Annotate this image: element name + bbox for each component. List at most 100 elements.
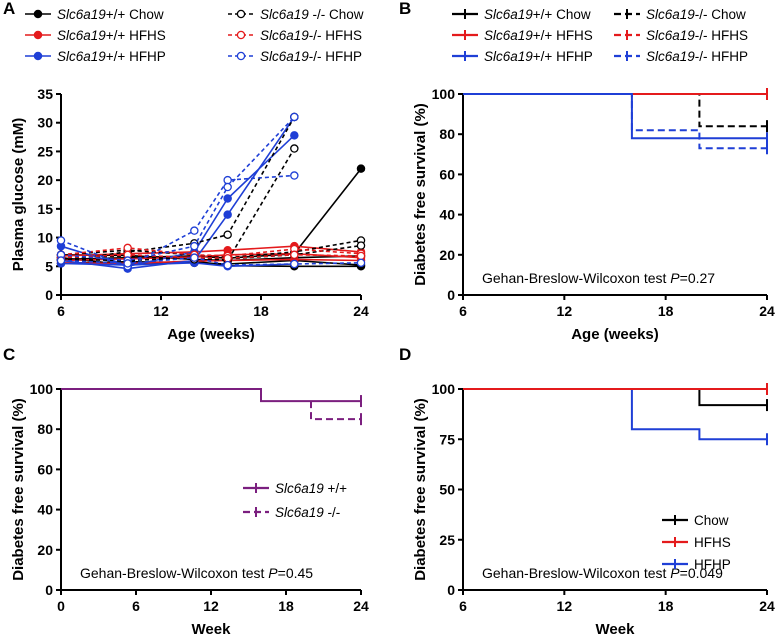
legend-label: HFHS — [694, 535, 731, 550]
y-tick-label: 5 — [45, 258, 53, 274]
panel-letter: A — [3, 0, 15, 18]
data-point — [190, 253, 199, 262]
series-line — [60, 116, 295, 270]
x-tick-label: 18 — [658, 598, 674, 614]
y-tick-label: 25 — [37, 143, 53, 159]
legend-italic-part: Slc6a19 — [646, 49, 695, 64]
x-tick-label: 18 — [278, 598, 294, 614]
y-tick-label: 100 — [30, 381, 54, 397]
legend-text-part: +/+ HFHP — [533, 49, 593, 64]
y-tick-label: 20 — [37, 542, 53, 558]
series-line — [310, 401, 361, 421]
legend-text-part: +/+ Chow — [533, 7, 591, 22]
series-line — [60, 244, 362, 261]
y-tick-label: 0 — [45, 582, 53, 598]
data-point — [223, 182, 232, 192]
legend-swatch-marker — [33, 51, 43, 61]
legend-text-part: -/- HFHP — [695, 49, 748, 64]
annotation-p-label: P — [268, 565, 278, 581]
annotation-p-value: =0.049 — [680, 565, 723, 581]
legend-label: Slc6a19 -/- — [275, 505, 340, 520]
y-tick-label: 20 — [37, 172, 53, 188]
legend-label: Slc6a19-/- HFHP — [260, 49, 362, 64]
y-tick-label: 40 — [439, 207, 455, 223]
legend-text-part: HFHP — [694, 557, 731, 572]
y-tick-label: 0 — [45, 287, 53, 303]
x-tick-label: 0 — [57, 598, 65, 614]
x-tick-label: 6 — [459, 598, 467, 614]
series-line — [60, 254, 362, 262]
y-tick-label: 30 — [37, 115, 53, 131]
y-tick-label: 50 — [439, 482, 455, 498]
data-point — [290, 259, 299, 269]
series-line — [60, 256, 362, 266]
stat-test-annotation: Gehan-Breslow-Wilcoxon test P=0.049 — [482, 565, 723, 581]
data-point — [223, 230, 232, 239]
legend-text-part: +/+ Chow — [106, 7, 164, 22]
annotation-text: Gehan-Breslow-Wilcoxon test — [80, 565, 268, 581]
x-tick-label: 24 — [353, 303, 369, 319]
series-line — [463, 388, 767, 407]
x-tick-label: 24 — [759, 303, 775, 319]
y-tick-label: 0 — [447, 287, 455, 303]
legend-text-part: -/- HFHS — [309, 28, 362, 43]
legend-italic-part: Slc6a19 — [484, 7, 533, 22]
legend-text-part: -/- Chow — [695, 7, 746, 22]
y-tick-label: 60 — [439, 166, 455, 182]
y-tick-label: 75 — [439, 431, 455, 447]
data-point — [223, 210, 232, 219]
data-point — [223, 194, 232, 203]
data-point — [290, 250, 299, 260]
y-axis-label: Diabetes free survival (%) — [412, 398, 429, 581]
data-point — [290, 144, 299, 153]
x-tick-label: 18 — [253, 303, 269, 319]
y-tick-label: 80 — [37, 421, 53, 437]
data-point — [123, 259, 132, 268]
data-point — [356, 241, 366, 250]
annotation-p-label: P — [670, 565, 680, 581]
data-point — [356, 164, 366, 173]
y-tick-label: 60 — [37, 461, 53, 477]
series-line — [60, 148, 295, 262]
data-point — [56, 236, 66, 245]
y-tick-label: 100 — [432, 86, 456, 102]
legend-italic-part: Slc6a19 — [275, 481, 324, 496]
legend-swatch-marker — [236, 30, 246, 40]
legend-italic-part: Slc6a19 — [484, 49, 533, 64]
legend-label: Slc6a19+/+ Chow — [57, 7, 164, 22]
legend-label: Slc6a19+/+ HFHP — [57, 49, 166, 64]
legend-label: HFHP — [694, 557, 731, 572]
legend-text-part: HFHS — [694, 535, 731, 550]
x-tick-label: 12 — [557, 598, 573, 614]
x-tick-label: 12 — [557, 303, 573, 319]
legend-text-part: -/- — [324, 505, 341, 520]
annotation-p-value: =0.45 — [278, 565, 314, 581]
data-point — [290, 131, 299, 140]
y-tick-label: 10 — [37, 230, 53, 246]
x-axis-label: Week — [596, 621, 636, 638]
legend-swatch-marker — [33, 9, 43, 19]
data-point — [123, 243, 132, 253]
series-line — [463, 93, 767, 150]
annotation-p-label: P — [670, 270, 680, 286]
x-tick-label: 6 — [57, 303, 65, 319]
legend-label: Slc6a19-/- HFHS — [260, 28, 362, 43]
y-tick-label: 40 — [37, 502, 53, 518]
legend-text-part: +/+ HFHP — [106, 49, 166, 64]
panel-letter: D — [399, 345, 411, 364]
legend-italic-part: Slc6a19 — [260, 28, 309, 43]
legend-italic-part: Slc6a19 — [275, 505, 324, 520]
legend: Chow HFHS HFHP — [662, 513, 731, 572]
stat-test-annotation: Gehan-Breslow-Wilcoxon test P=0.45 — [80, 565, 313, 581]
x-tick-label: 18 — [658, 303, 674, 319]
panel-d: D 0 25 50 75 100 6 12 18 24 Week Diabetes free surv… — [399, 345, 775, 638]
data-point — [190, 241, 199, 251]
panel-b: B 0 20 40 60 80 100 6 12 18 24 Age (weeks) Diabetes … — [399, 0, 775, 343]
legend-text-part: -/- HFHS — [695, 28, 748, 43]
x-axis-label: Age (weeks) — [571, 326, 659, 343]
series-line — [60, 168, 362, 261]
legend-text-part: Chow — [694, 513, 729, 528]
